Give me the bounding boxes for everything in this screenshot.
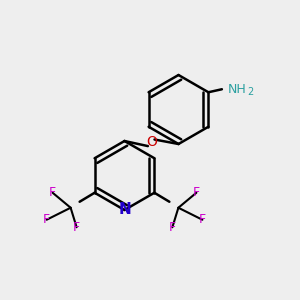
Text: F: F (73, 221, 80, 234)
Text: F: F (169, 221, 176, 234)
Text: O: O (146, 136, 157, 149)
Text: F: F (193, 186, 200, 199)
Text: N: N (118, 202, 131, 217)
Text: F: F (199, 213, 206, 226)
Text: 2: 2 (248, 87, 254, 97)
Text: F: F (43, 213, 50, 226)
Text: NH: NH (228, 83, 247, 96)
Text: F: F (49, 186, 56, 199)
